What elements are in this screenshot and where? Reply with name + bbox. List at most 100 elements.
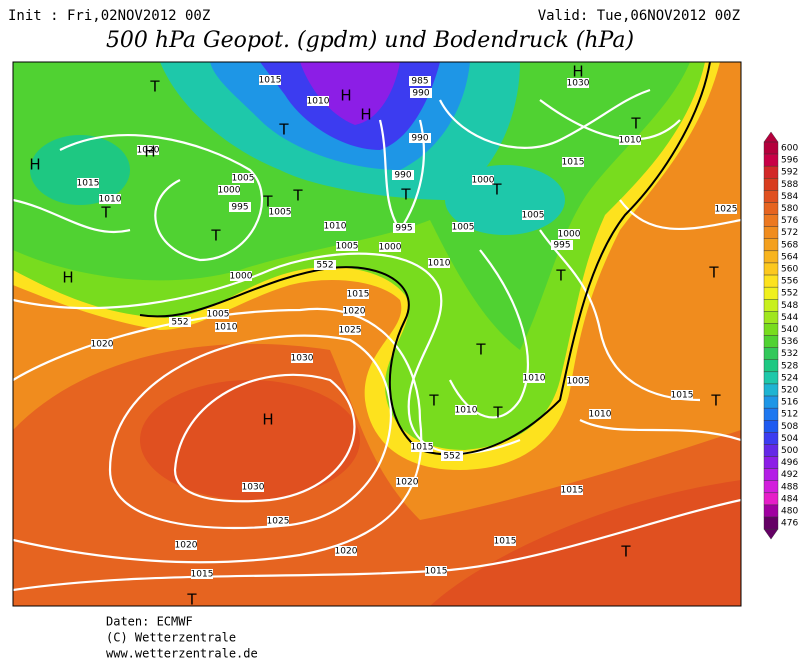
colorbar-label: 496 — [781, 458, 798, 468]
isobar-label-bg — [175, 540, 197, 550]
isobar-label: 995 — [553, 241, 570, 251]
isobar-label: 1015 — [411, 443, 434, 453]
pressure-center: T — [491, 181, 502, 199]
isobar-label-bg — [452, 222, 474, 232]
colorbar-label: 540 — [781, 325, 798, 335]
isobar-label: 985 — [411, 77, 428, 87]
colorbar-label: 560 — [781, 265, 798, 275]
isobar-label: 552 — [316, 261, 333, 271]
pressure-center: T — [630, 115, 641, 133]
pressure-center: T — [100, 204, 111, 222]
colorbar-label: 580 — [781, 204, 798, 214]
isobar-label: 1015 — [347, 290, 370, 300]
colorbar-cell — [763, 444, 779, 457]
pressure-center: T — [400, 186, 411, 204]
colorbar-label: 508 — [781, 422, 798, 432]
isobar-label-bg — [291, 353, 313, 363]
isobar-label-bg — [392, 170, 414, 180]
isobar-label-bg — [91, 339, 113, 349]
isobar-label: 1000 — [472, 176, 495, 186]
colorbar-label: 568 — [781, 240, 798, 250]
pressure-center: T — [708, 264, 719, 282]
colorbar-label: 592 — [781, 168, 798, 178]
isobar-label-bg — [410, 88, 432, 98]
isobar-label-bg — [589, 409, 611, 419]
isobar-label: 1020 — [343, 307, 366, 317]
colorbar-label: 544 — [781, 313, 798, 323]
isobar-label-bg — [99, 194, 121, 204]
isobar-label-bg — [191, 569, 213, 579]
colorbar-label: 516 — [781, 398, 798, 408]
map-title: 500 hPa Geopot. (gpdm) und Bodendruck (h… — [106, 28, 634, 53]
pressure-center: H — [262, 411, 273, 429]
isobar-label-bg — [347, 289, 369, 299]
pressure-center: T — [210, 227, 221, 245]
isobar-label: 990 — [394, 171, 411, 181]
isobar-label: 1005 — [567, 377, 590, 387]
isobar-label: 1015 — [77, 179, 100, 189]
isobar-label-bg — [336, 241, 358, 251]
isobar-label: 1010 — [455, 406, 478, 416]
isobar-label-bg — [335, 546, 357, 556]
isobar-label: 1005 — [269, 208, 292, 218]
pressure-center: T — [262, 193, 273, 211]
footer-copyright: (C) Wetterzentrale — [106, 631, 236, 645]
isobar-label-bg — [671, 390, 693, 400]
colorbar-cell — [763, 371, 779, 385]
isobar-label-bg — [523, 373, 545, 383]
isobar-label: 1025 — [715, 205, 738, 215]
isobar-label-bg — [619, 135, 641, 145]
isobar-label-bg — [522, 210, 544, 220]
colorbar-label: 584 — [781, 192, 798, 202]
isobar-label: 1015 — [562, 158, 585, 168]
colorbar-label: 552 — [781, 289, 798, 299]
isobar-label-bg — [137, 145, 159, 155]
colorbar-cell — [763, 226, 779, 239]
pressure-center: T — [186, 591, 197, 609]
isobar-label: 1015 — [191, 570, 214, 580]
isobar-label: 1010 — [99, 195, 122, 205]
colorbar-label: 564 — [781, 252, 798, 262]
isobar-label-bg — [269, 207, 291, 217]
colorbar-cell — [763, 347, 779, 360]
isobar-label-bg — [232, 173, 254, 183]
colorbar-label: 576 — [781, 216, 798, 226]
isobar-label: 1010 — [523, 374, 546, 384]
isobar-label-bg — [472, 175, 494, 185]
isobar-label: 1010 — [428, 259, 451, 269]
colorbar-cell — [763, 299, 779, 312]
isobar-label: 1010 — [324, 222, 347, 232]
colorbar-label: 492 — [781, 470, 798, 480]
colorbar-cell — [763, 238, 779, 252]
isobar-label: 552 — [171, 318, 188, 328]
isobar-label: 1010 — [589, 410, 612, 420]
pressure-center: H — [144, 143, 155, 161]
isobar-label: 990 — [411, 134, 428, 144]
isobar-label: 1015 — [425, 567, 448, 577]
isobar-label-bg — [428, 258, 450, 268]
isobar-label: 1010 — [619, 136, 642, 146]
isobar-label: 1015 — [259, 76, 282, 86]
isobar-labels: 1015 1010 985 990 990 1030 1010 1015 1020 1015 101… — [77, 75, 738, 580]
isobar-label-bg — [242, 482, 264, 492]
colorbar-label: 600 — [781, 144, 798, 154]
pressure-center: T — [710, 392, 721, 410]
colorbar-label: 488 — [781, 482, 798, 492]
colorbar-cell — [763, 335, 779, 348]
isobar-label-bg — [561, 485, 583, 495]
colorbar-label: 524 — [781, 373, 798, 383]
colorbar-label: 572 — [781, 228, 798, 238]
isobar-label: 1005 — [336, 242, 359, 252]
isobar-label-bg — [229, 202, 251, 212]
colorbar-cell — [763, 274, 779, 288]
isobar-label: 990 — [412, 89, 429, 99]
colorbar-cell — [763, 383, 779, 397]
isobar-label: 1005 — [207, 310, 230, 320]
colorbar-cell — [763, 504, 779, 518]
isobar-label-bg — [259, 75, 281, 85]
pressure-center: T — [492, 404, 503, 422]
colorbar-cell — [763, 286, 779, 300]
colorbar: 600 596 592 588 584 580 576 572 568 564 560 556 552 5… — [763, 131, 798, 540]
isobar-label-bg — [567, 376, 589, 386]
colorbar-label: 536 — [781, 337, 798, 347]
